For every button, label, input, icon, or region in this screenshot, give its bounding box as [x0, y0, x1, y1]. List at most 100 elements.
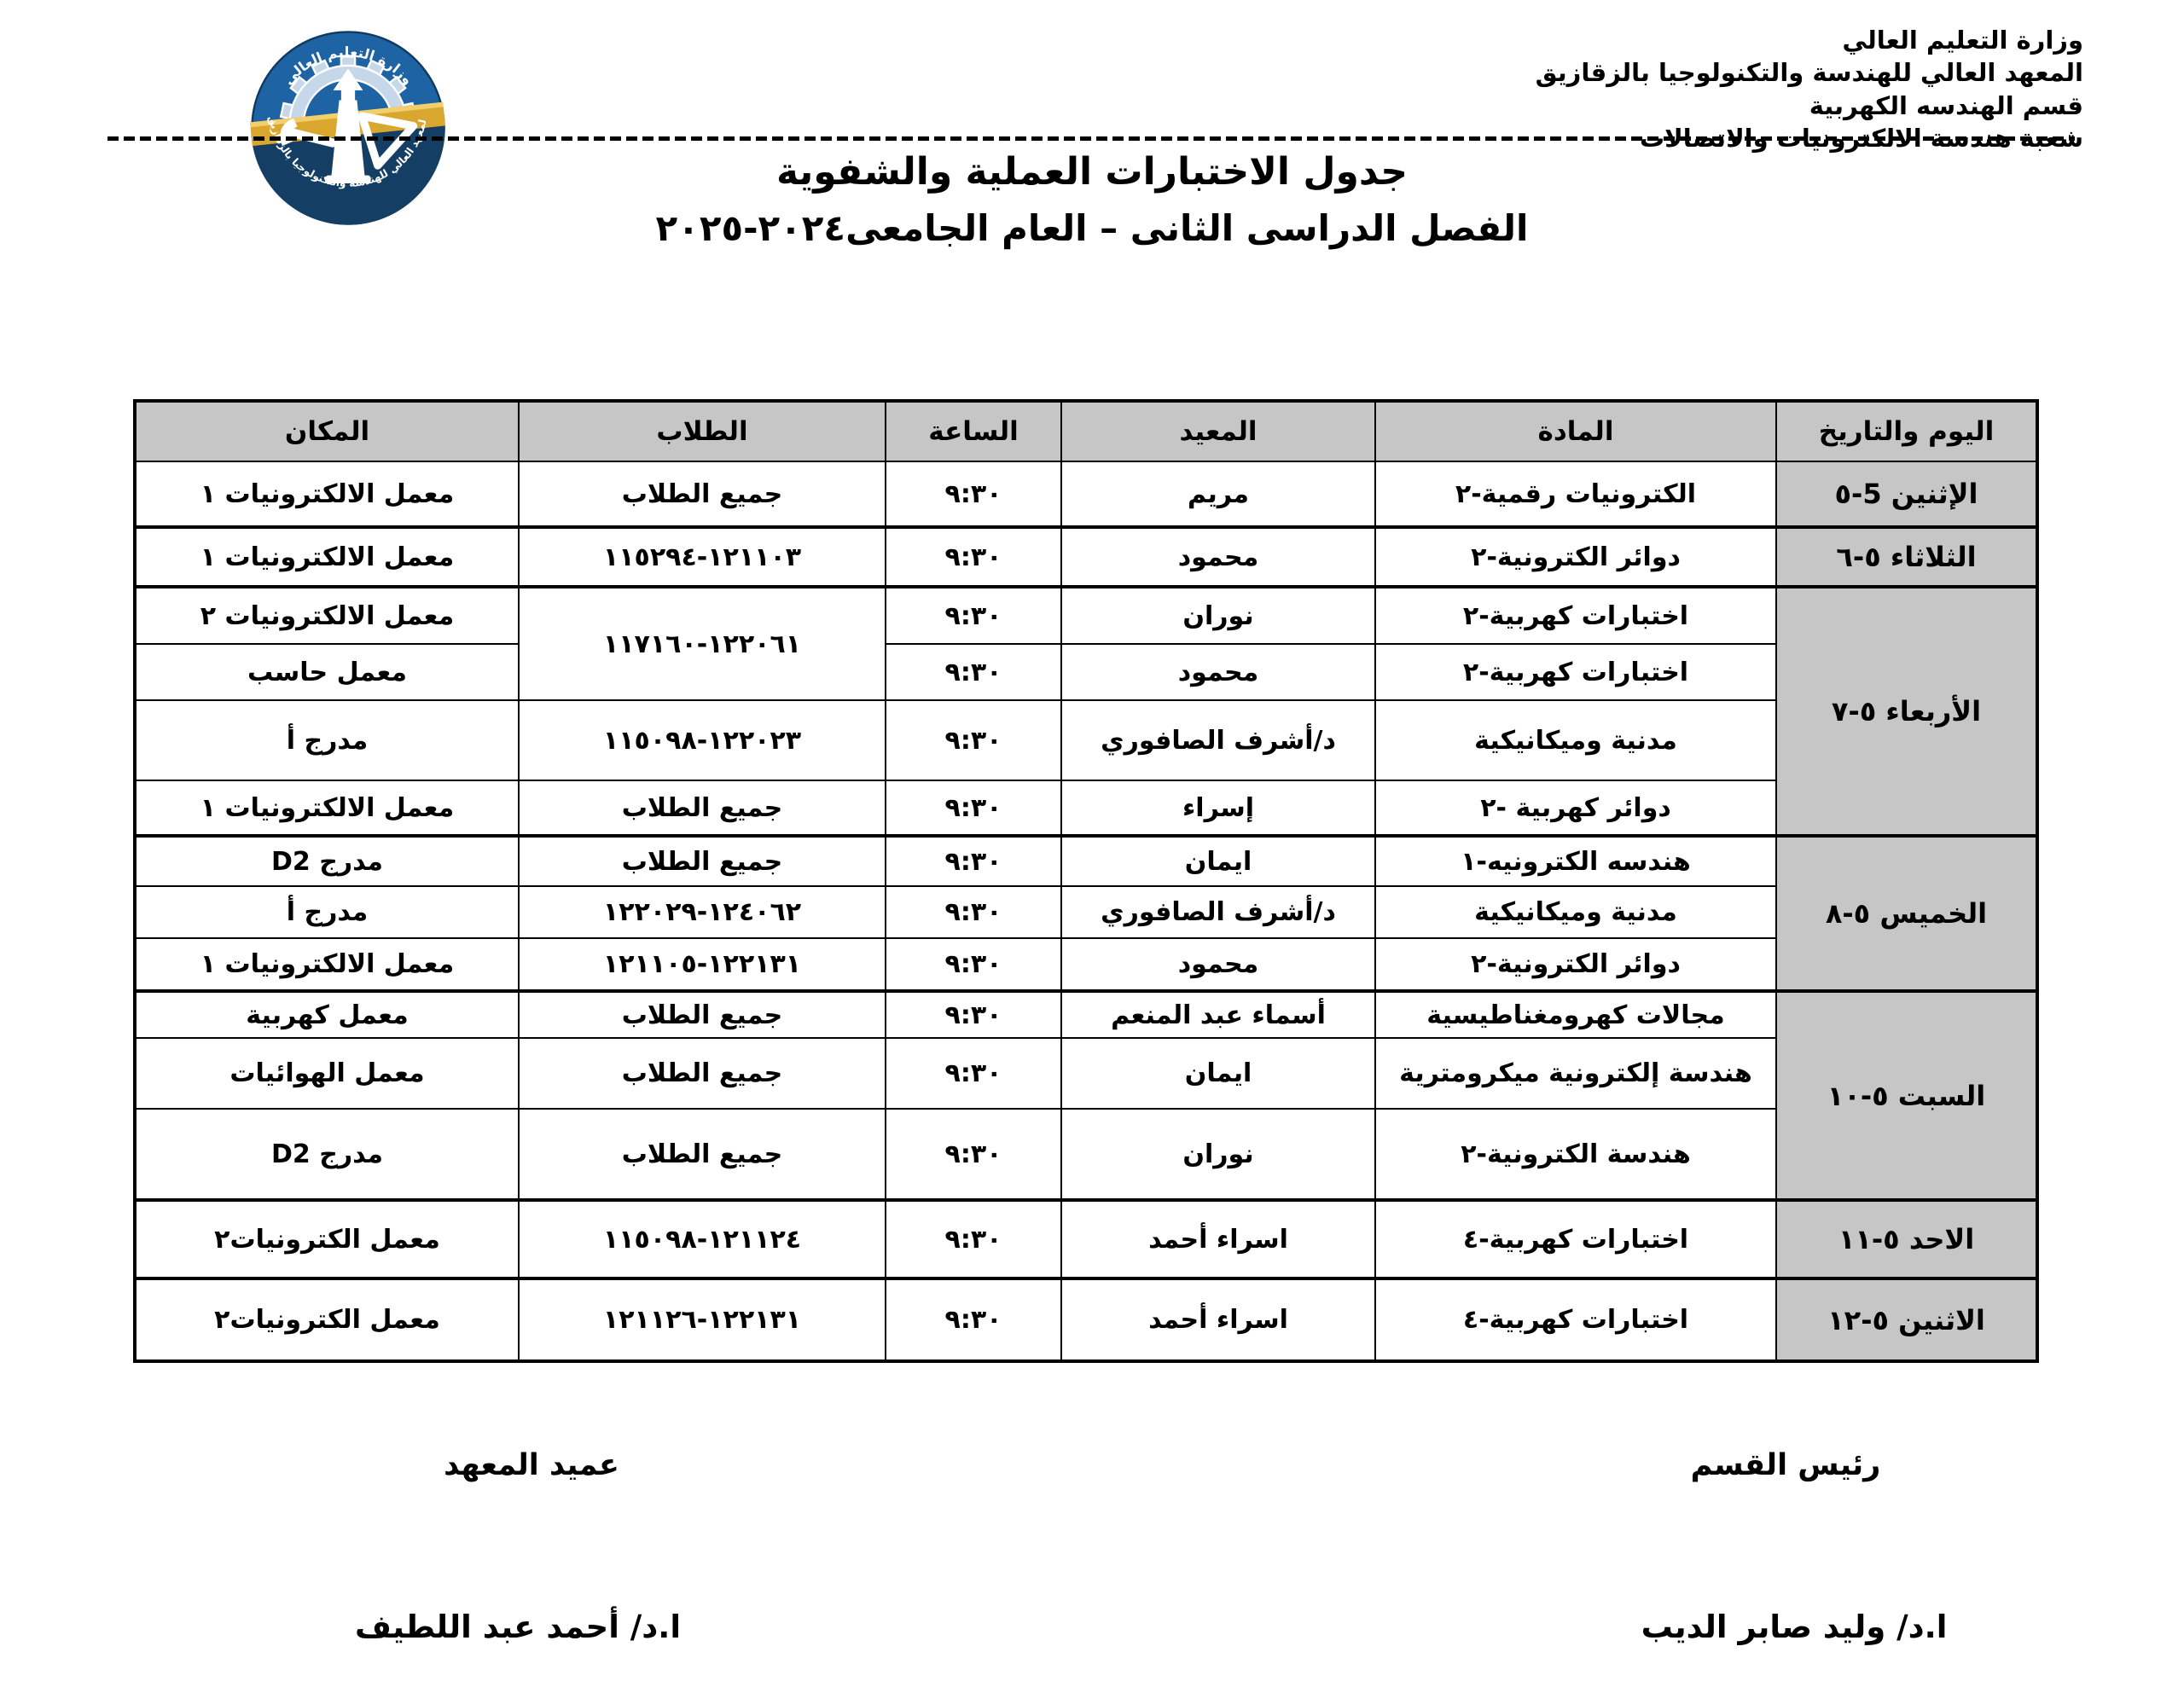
subject-cell: دوائر الكترونية-٢ — [1374, 937, 1777, 992]
table-row: الثلاثاء ٥-٦ دوائر الكترونية-٢ محمود ٩:٣… — [134, 525, 2038, 588]
exam-schedule-table: اليوم والتاريخ المادة المعيد الساعة الطل… — [133, 399, 2039, 1363]
subject-cell: مجالات كهرومغناطيسية — [1374, 989, 1777, 1039]
ta-cell: د/أشرف الصافوري — [1060, 885, 1376, 939]
day-date: ٥-٨ — [1825, 897, 1871, 930]
ta-cell: نوران — [1060, 585, 1376, 645]
place-cell: مدرج D2 — [134, 834, 520, 887]
institute-logo: وزارة التعليم العالي المعهد العالي للهند… — [247, 20, 447, 227]
table-row: الاثنين ٥-١٢ اختبارات كهربية-٤ اسراء أحم… — [134, 1277, 2038, 1362]
subject-cell: هندسة الكترونية-٢ — [1374, 1108, 1777, 1201]
ta-cell: ايمان — [1060, 1037, 1376, 1110]
table-row: مدنية وميكانيكية د/أشرف الصافوري ٩:٣٠ ١٢… — [134, 699, 2037, 781]
place-cell: معمل الالكترونيات ١ — [134, 780, 520, 837]
table-row: الإثنين ٥-5 الكترونيات رقمية-٢ مريم ٩:٣٠… — [134, 461, 2038, 528]
ta-cell: مريم — [1060, 461, 1376, 528]
time-cell: ٩:٣٠ — [885, 834, 1062, 887]
col-header-ta: المعيد — [1060, 400, 1376, 462]
dept-head-name: ا.د/ وليد صابر الديب — [1641, 1609, 1948, 1645]
place-cell: معمل حاسب — [134, 643, 520, 701]
subject-cell: دوائر كهربية -٢ — [1374, 780, 1777, 837]
students-cell: ١٢٤٠٦٢-١٢٢٠٢٩ — [518, 885, 886, 939]
ta-cell: اسراء أحمد — [1060, 1198, 1376, 1279]
subject-cell: اختبارات كهربية-٤ — [1374, 1198, 1777, 1279]
subject-cell: هندسة إلكترونية ميكرومترية — [1374, 1037, 1777, 1110]
dashed-divider — [107, 136, 2075, 141]
table-row: الاحد ٥-١١ اختبارات كهربية-٤ اسراء أحمد … — [134, 1198, 2038, 1279]
page-title: جدول الاختبارات العملية والشفوية — [776, 150, 1408, 194]
subject-cell: اختبارات كهربية-٢ — [1374, 643, 1777, 701]
time-cell: ٩:٣٠ — [885, 643, 1062, 701]
day-name: الخميس — [1879, 897, 1988, 930]
time-cell: ٩:٣٠ — [885, 885, 1062, 939]
day-name: الاحد — [1908, 1223, 1975, 1255]
page-subtitle: الفصل الدراسى الثانى – العام الجامعى٢٠٢٤… — [655, 206, 1529, 249]
day-cell: الثلاثاء ٥-٦ — [1775, 525, 2038, 588]
students-cell: جميع الطلاب — [518, 780, 886, 837]
day-cell: السبت ٥-١٠ — [1775, 989, 2038, 1201]
table-row: اختبارات كهربية-٢ محمود ٩:٣٠ معمل حاسب — [134, 643, 2037, 701]
table-row: الأربعاء ٥-٧ اختبارات كهربية-٢ نوران ٩:٣… — [134, 585, 2038, 837]
time-cell: ٩:٣٠ — [885, 525, 1062, 588]
table-row: السبت ٥-١٠ مجالات كهرومغناطيسية أسماء عب… — [134, 989, 2038, 1201]
institute-logo-svg: وزارة التعليم العالي المعهد العالي للهند… — [247, 20, 446, 225]
col-header-students: الطلاب — [518, 400, 886, 462]
ta-cell: اسراء أحمد — [1060, 1277, 1376, 1362]
table-header-row: اليوم والتاريخ المادة المعيد الساعة الطل… — [134, 400, 2038, 462]
place-cell: معمل الالكترونيات ١ — [134, 461, 520, 528]
day-name: الاثنين — [1898, 1303, 1985, 1336]
subject-cell: مدنية وميكانيكية — [1374, 885, 1777, 939]
col-header-time: الساعة — [885, 400, 1062, 462]
students-cell: جميع الطلاب — [518, 989, 886, 1039]
day-name: الثلاثاء — [1890, 541, 1977, 573]
subject-cell: هندسه الكترونيه-١ — [1374, 834, 1777, 887]
place-cell: مدرج أ — [134, 885, 520, 939]
day-date: ٥-١٢ — [1827, 1303, 1889, 1336]
ta-cell: أسماء عبد المنعم — [1060, 989, 1376, 1039]
place-cell: معمل الالكترونيات ٢ — [134, 585, 520, 645]
students-cell: جميع الطلاب — [518, 1037, 886, 1110]
ta-cell: محمود — [1060, 525, 1376, 588]
place-cell: معمل الهوائيات — [134, 1037, 520, 1110]
time-cell: ٩:٣٠ — [885, 699, 1062, 781]
subject-cell: الكترونيات رقمية-٢ — [1374, 461, 1777, 528]
place-cell: معمل الكترونيات٢ — [134, 1198, 520, 1279]
ta-cell: نوران — [1060, 1108, 1376, 1201]
day-date: ٥-١٠ — [1827, 1079, 1889, 1112]
time-cell: ٩:٣٠ — [885, 1198, 1062, 1279]
day-cell: الأربعاء ٥-٧ — [1775, 585, 2038, 837]
dept-head-label: رئيس القسم — [1690, 1448, 1881, 1482]
subject-cell: اختبارات كهربية-٤ — [1374, 1277, 1777, 1362]
table-row: دوائر كهربية -٢ إسراء ٩:٣٠ جميع الطلاب م… — [134, 780, 2037, 837]
table-row: هندسة الكترونية-٢ نوران ٩:٣٠ جميع الطلاب… — [134, 1108, 2037, 1201]
col-header-day: اليوم والتاريخ — [1775, 400, 2038, 462]
place-cell: مدرج D2 — [134, 1108, 520, 1201]
time-cell: ٩:٣٠ — [885, 461, 1062, 528]
day-date: ٥-١١ — [1838, 1223, 1900, 1255]
time-cell: ٩:٣٠ — [885, 989, 1062, 1039]
ta-cell: محمود — [1060, 643, 1376, 701]
day-date: ٥-5 — [1834, 478, 1882, 510]
students-cell: جميع الطلاب — [518, 461, 886, 528]
subject-cell: مدنية وميكانيكية — [1374, 699, 1777, 781]
subject-cell: اختبارات كهربية-٢ — [1374, 585, 1777, 645]
col-header-subject: المادة — [1374, 400, 1777, 462]
table-row: دوائر الكترونية-٢ محمود ٩:٣٠ ١٢٢١٣١-١٢١١… — [134, 937, 2037, 992]
title-block: جدول الاختبارات العملية والشفوية الفصل ا… — [0, 150, 2184, 250]
time-cell: ٩:٣٠ — [885, 1037, 1062, 1110]
day-cell: الإثنين ٥-5 — [1775, 461, 2038, 528]
students-cell: ١٢٢٠٢٣-١١٥٠٩٨ — [518, 699, 886, 781]
table-row: الخميس ٥-٨ هندسه الكترونيه-١ ايمان ٩:٣٠ … — [134, 834, 2038, 992]
dean-label: عميد المعهد — [444, 1448, 619, 1482]
place-cell: معمل الالكترونيات ١ — [134, 525, 520, 588]
letterhead-line-institute: المعهد العالي للهندسة والتكنولوجيا بالزق… — [1535, 58, 2083, 88]
table-row: مدنية وميكانيكية د/أشرف الصافوري ٩:٣٠ ١٢… — [134, 885, 2037, 939]
letterhead: وزارة التعليم العالي المعهد العالي للهند… — [1536, 24, 2083, 154]
letterhead-line-ministry: وزارة التعليم العالي — [1842, 26, 2083, 55]
students-cell: ١٢١١٢٤-١١٥٠٩٨ — [518, 1198, 886, 1279]
students-cell: ١٢٢١٣١-١٢١١٠٥ — [518, 937, 886, 992]
time-cell: ٩:٣٠ — [885, 1277, 1062, 1362]
ta-cell: محمود — [1060, 937, 1376, 992]
students-cell: جميع الطلاب — [518, 834, 886, 887]
students-cell: ١٢٢٠٦١-١١٧١٦٠ — [518, 585, 886, 701]
